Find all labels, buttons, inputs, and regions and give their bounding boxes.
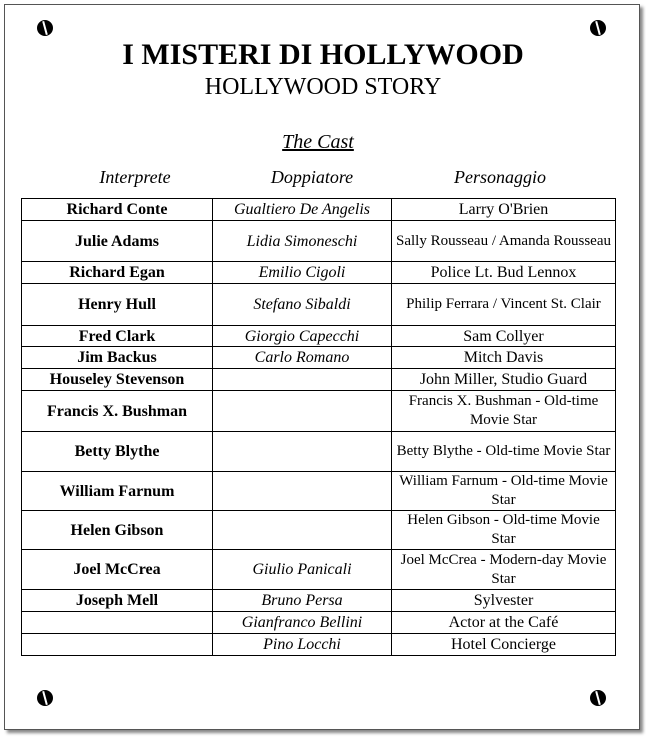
table-row: Gianfranco Bellini Actor at the Café <box>21 611 616 634</box>
role-cell: Actor at the Café <box>391 611 616 634</box>
actor-cell <box>21 633 213 656</box>
actor-cell: Joel McCrea <box>21 549 213 590</box>
column-header-role: Personaggio <box>454 167 546 187</box>
role-cell: Philip Ferrara / Vincent St. Clair <box>391 283 616 326</box>
dubber-cell: Gianfranco Bellini <box>212 611 392 634</box>
actor-cell <box>21 611 213 634</box>
table-row: Fred Clark Giorgio Capecchi Sam Collyer <box>21 325 616 347</box>
table-row: Jim Backus Carlo Romano Mitch Davis <box>21 346 616 369</box>
screw-icon <box>590 690 606 706</box>
table-row: Richard Conte Gualtiero De Angelis Larry O… <box>21 198 616 221</box>
dubber-cell: Gualtiero De Angelis <box>212 198 392 221</box>
screw-icon <box>590 20 606 36</box>
actor-cell: Richard Conte <box>21 198 213 221</box>
screw-icon <box>37 690 53 706</box>
table-row: Pino Locchi Hotel Concierge <box>21 633 616 656</box>
role-cell: Betty Blythe - Old-time Movie Star <box>391 431 616 472</box>
dubber-cell: Giorgio Capecchi <box>212 325 392 347</box>
actor-cell: Joseph Mell <box>21 589 213 612</box>
role-cell: Mitch Davis <box>391 346 616 369</box>
actor-cell: Betty Blythe <box>21 431 213 472</box>
actor-cell: William Farnum <box>21 471 213 511</box>
actor-cell: Jim Backus <box>21 346 213 369</box>
actor-cell: Fred Clark <box>21 325 213 347</box>
role-cell: Sam Collyer <box>391 325 616 347</box>
actor-cell: Julie Adams <box>21 220 213 262</box>
actor-cell: Richard Egan <box>21 261 213 284</box>
actor-cell: Helen Gibson <box>21 510 213 550</box>
table-row: Richard Egan Emilio Cigoli Police Lt. Bud … <box>21 261 616 284</box>
dubber-cell <box>212 471 392 511</box>
section-heading: The Cast <box>282 131 354 153</box>
dubber-cell: Emilio Cigoli <box>212 261 392 284</box>
role-cell: Sally Rousseau / Amanda Rousseau <box>391 220 616 262</box>
role-cell: William Farnum - Old-time Movie Star <box>391 471 616 511</box>
table-row: Joel McCrea Giulio Panicali Joel McCrea - … <box>21 549 616 590</box>
table-row: Houseley Stevenson John Miller, Studio Gu… <box>21 368 616 391</box>
actor-cell: Houseley Stevenson <box>21 368 213 391</box>
column-header-dubber: Doppiatore <box>270 167 354 187</box>
dubber-cell: Giulio Panicali <box>212 549 392 590</box>
actor-cell: Francis X. Bushman <box>21 390 213 432</box>
role-cell: Francis X. Bushman - Old-time Movie Star <box>391 390 616 432</box>
role-cell: Larry O'Brien <box>391 198 616 221</box>
dubber-cell <box>212 510 392 550</box>
role-cell: Hotel Concierge <box>391 633 616 656</box>
cast-table: Richard Conte Gualtiero De Angelis Larry O… <box>21 198 616 656</box>
dubber-cell <box>212 390 392 432</box>
table-row: William Farnum William Farnum - Old-time … <box>21 471 616 511</box>
dubber-cell: Stefano Sibaldi <box>212 283 392 326</box>
page-title: I MISTERI DI HOLLYWOOD <box>122 38 524 71</box>
page-subtitle: HOLLYWOOD STORY <box>204 74 442 100</box>
role-cell: Police Lt. Bud Lennox <box>391 261 616 284</box>
dubber-cell <box>212 431 392 472</box>
dubber-cell: Carlo Romano <box>212 346 392 369</box>
role-cell: Sylvester <box>391 589 616 612</box>
table-row: Henry Hull Stefano Sibaldi Philip Ferrara … <box>21 283 616 326</box>
actor-cell: Henry Hull <box>21 283 213 326</box>
screw-icon <box>37 20 53 36</box>
table-row: Helen Gibson Helen Gibson - Old-time Movi… <box>21 510 616 550</box>
dubber-cell: Pino Locchi <box>212 633 392 656</box>
role-cell: Helen Gibson - Old-time Movie Star <box>391 510 616 550</box>
table-row: Betty Blythe Betty Blythe - Old-time Movi… <box>21 431 616 472</box>
table-row: Joseph Mell Bruno Persa Sylvester <box>21 589 616 612</box>
role-cell: John Miller, Studio Guard <box>391 368 616 391</box>
table-row: Julie Adams Lidia Simoneschi Sally Roussea… <box>21 220 616 262</box>
role-cell: Joel McCrea - Modern-day Movie Star <box>391 549 616 590</box>
dubber-cell: Bruno Persa <box>212 589 392 612</box>
dubber-cell: Lidia Simoneschi <box>212 220 392 262</box>
column-header-actor: Interprete <box>99 167 171 187</box>
dubber-cell <box>212 368 392 391</box>
table-row: Francis X. Bushman Francis X. Bushman - O… <box>21 390 616 432</box>
